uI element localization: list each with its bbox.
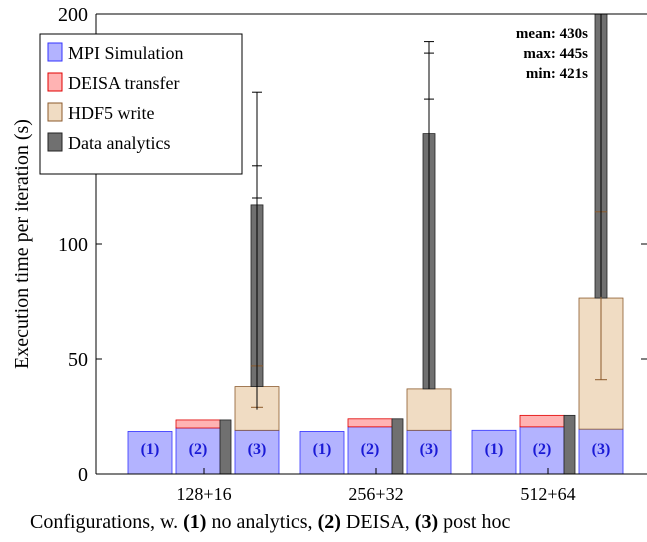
bar-data-analytics <box>219 419 232 474</box>
bars-layer <box>127 14 624 474</box>
y-ticks: 0 50 100 200 <box>58 4 647 486</box>
bar-mpi-simulation <box>578 428 624 474</box>
caption-item3-text: post hoc <box>443 511 511 533</box>
legend-box <box>39 33 243 175</box>
bar-deisa-transfer <box>347 418 393 428</box>
stats-annotation: mean: 430s max: 445s min: 421s <box>516 26 588 82</box>
caption-item2-num: (2) <box>317 511 341 533</box>
bar-deisa-transfer <box>519 414 565 428</box>
bar-mpi-simulation <box>299 431 345 474</box>
legend-entry-label: HDF5 write <box>68 103 155 123</box>
bar-tag-label: (1) <box>485 441 504 458</box>
legend-swatch <box>47 42 63 62</box>
caption-item1-text: no analytics, <box>211 511 313 533</box>
legend-swatch <box>47 72 63 92</box>
bar-tag-label: (3) <box>592 441 611 458</box>
bar-tag-label: (2) <box>361 441 380 458</box>
bar-deisa-transfer <box>175 419 221 429</box>
y-axis-label: Execution time per iteration (s) <box>11 119 33 369</box>
bar-tag-label: (2) <box>533 441 552 458</box>
errorbars-layer <box>251 14 607 410</box>
bar-mpi-simulation <box>234 429 280 474</box>
bar-hdf5-write <box>406 388 452 431</box>
stat-annotation: min: 421s <box>526 66 588 82</box>
x-tick-label: 128+16 <box>176 484 231 504</box>
x-ticks: 128+16 256+32 512+64 <box>176 468 576 504</box>
caption: Configurations, w. (1) no analytics, (2)… <box>30 511 647 534</box>
legend-entry-label: DEISA transfer <box>68 73 179 93</box>
caption-item1-num: (1) <box>183 511 207 533</box>
legend: MPI Simulation DEISA transfer HDF5 write Da… <box>39 33 243 175</box>
bar-mpi-simulation <box>127 431 173 474</box>
bar-data-analytics <box>563 414 576 474</box>
y-tick-label: 200 <box>58 4 88 26</box>
bar-data-analytics <box>391 418 404 474</box>
stat-annotation: max: 445s <box>523 46 588 62</box>
caption-item3-num: (3) <box>414 511 439 533</box>
legend-swatch <box>47 102 63 122</box>
y-tick-label: 0 <box>78 464 88 486</box>
legend-entry-label: Data analytics <box>68 133 170 153</box>
bar-mpi-simulation <box>175 427 221 474</box>
caption-item2-text: DEISA, <box>345 511 410 533</box>
legend-entry-label: MPI Simulation <box>68 43 184 63</box>
x-tick-label: 256+32 <box>348 484 403 504</box>
y-tick-label: 50 <box>68 349 88 371</box>
bar-tag-label: (3) <box>248 441 267 458</box>
y-tick-label: 100 <box>58 234 88 256</box>
bar-tags-layer: (1) (2) (3) (1) (2) (3) (1) (2) (3) <box>141 441 611 458</box>
bar-tag-label: (2) <box>189 441 208 458</box>
x-tick-label: 512+64 <box>520 484 575 504</box>
caption-prefix: Configurations, w. <box>30 511 179 533</box>
bar-tag-label: (3) <box>420 441 439 458</box>
bar-mpi-simulation <box>519 426 565 474</box>
legend-swatch <box>47 132 63 152</box>
bar-tag-label: (1) <box>141 441 160 458</box>
stat-annotation: mean: 430s <box>516 26 588 42</box>
chart: (1) (2) (3) (1) (2) (3) (1) (2) (3) 0 50 100 200 12… <box>11 4 647 504</box>
bar-tag-label: (1) <box>313 441 332 458</box>
bar-mpi-simulation <box>471 429 517 474</box>
